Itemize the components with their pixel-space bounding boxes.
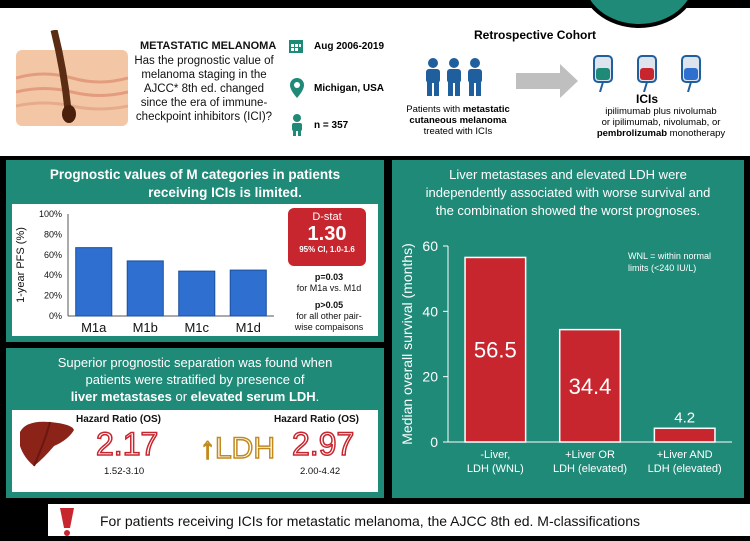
panel-m-title: Prognostic values of M categories in pat… [49,167,341,200]
location-pin-icon [290,78,304,103]
panel-liver-ldh: Superior prognostic separation was found… [6,348,384,498]
liver-icon [16,418,76,473]
panel-m-categories: Prognostic values of M categories in pat… [6,160,384,342]
footer-banner: For patients receiving ICIs for metastat… [48,504,750,536]
os-y-axis-label: Median overall survival (months) [399,243,415,445]
os-x-tick-label: LDH (elevated) [648,463,722,475]
os-x-tick-label: +Liver OR [565,449,615,461]
cohort-title: Retrospective Cohort [474,28,597,42]
header-panel: METASTATIC MELANOMA Has the prognostic v… [0,8,750,156]
os-bar-value-label: 56.5 [474,338,517,363]
p-values: p=0.03 for M1a vs. M1d p>0.05 for all ot… [294,272,364,332]
os-y-tick-label: 40 [422,303,438,319]
patients-group-icon [422,58,486,103]
dstat-label: D-stat [312,211,342,223]
arrow-right-icon [516,64,578,103]
iv-bag-icons [590,52,730,97]
patients-description: Patients with metastatic cutaneous melan… [406,104,510,137]
os-bar [464,256,527,443]
pfs-y-tick-label: 0% [49,311,62,321]
pfs-bar [75,247,113,317]
pfs-y-tick-label: 100% [39,209,62,219]
os-x-tick-label: -Liver, [480,449,510,461]
skin-hair-icon [16,30,128,126]
os-bar-value-label: 34.4 [569,374,612,399]
os-x-tick-label: LDH (WNL) [467,463,524,475]
pfs-x-tick-label: M1a [81,320,107,335]
hr1-value: 2.17 [95,425,159,463]
os-y-tick-label: 60 [422,238,438,254]
panel-m-chart-area: 1-year PFS (%) 0% 20% 40% 60% 80% 100% M1a M1b M1… [12,204,378,336]
ldh-label: ↑LDH [199,431,276,466]
header-title: METASTATIC MELANOMA [140,40,277,52]
arrow-up-icon: ↑ [199,431,216,466]
os-bar-value-label: 4.2 [674,409,695,426]
sample-size: n = 357 [314,120,349,131]
os-x-tick-label: LDH (elevated) [553,463,627,475]
pfs-x-tick-label: M1b [133,320,158,335]
wnl-note: WNL = within normal limits (<240 IU/L) [628,251,711,273]
os-y-tick-label: 20 [422,369,438,385]
person-icon [290,114,304,141]
dstat-ci: 95% CI, 1.0-1.6 [299,245,355,254]
os-bar-chart: Median overall survival (months) 0 20 40 60 5… [399,238,732,475]
hr2-value: 2.97 [291,425,355,463]
date-range: Aug 2006-2019 [314,41,385,52]
pfs-x-tick-label: M1d [236,320,261,335]
pfs-bar-chart: 1-year PFS (%) 0% 20% 40% 60% 80% 100% M1a M1b M1… [15,209,274,335]
calendar-icon [288,38,304,54]
icis-description: ipilimumab plus nivolumab or ipilimumab,… [596,106,726,139]
dstat-box: D-stat 1.30 95% CI, 1.0-1.6 [288,208,366,266]
pfs-y-tick-label: 40% [44,270,62,280]
hr2-ci: 2.00-4.42 [300,466,341,477]
pfs-y-axis-label: 1-year PFS (%) [15,227,27,303]
pfs-bar [229,269,267,317]
pfs-y-tick-label: 60% [44,250,62,260]
pfs-bar [126,260,164,317]
panel-ldh-content: Hazard Ratio (OS) 2.17 1.52-3.10 ↑LDH Ha… [12,410,378,492]
os-bar [653,427,716,443]
os-bar [558,328,622,443]
os-y-tick-label: 0 [430,434,438,450]
hr1-label: Hazard Ratio (OS) [76,414,162,425]
icis-title: ICIs [636,92,659,106]
pfs-y-tick-label: 80% [44,229,62,239]
hr2-label: Hazard Ratio (OS) [274,414,360,425]
panel-overall-survival: Liver metastases and elevated LDH were i… [392,160,744,498]
pfs-bar [178,270,216,317]
hr1-ci: 1.52-3.10 [104,466,145,477]
panel-os-title: Liver metastases and elevated LDH were i… [425,167,711,218]
dstat-value: 1.30 [307,223,347,245]
pfs-y-tick-label: 20% [44,291,62,301]
pfs-x-tick-label: M1c [184,320,209,335]
warning-icon [56,506,78,541]
location: Michigan, USA [314,83,385,94]
os-x-tick-label: +Liver AND [657,449,713,461]
header-question: Has the prognostic value of melanoma sta… [134,55,274,123]
panel-ldh-title: Superior prognostic separation was found… [57,355,333,404]
footer-text: For patients receiving ICIs for metastat… [100,513,640,529]
